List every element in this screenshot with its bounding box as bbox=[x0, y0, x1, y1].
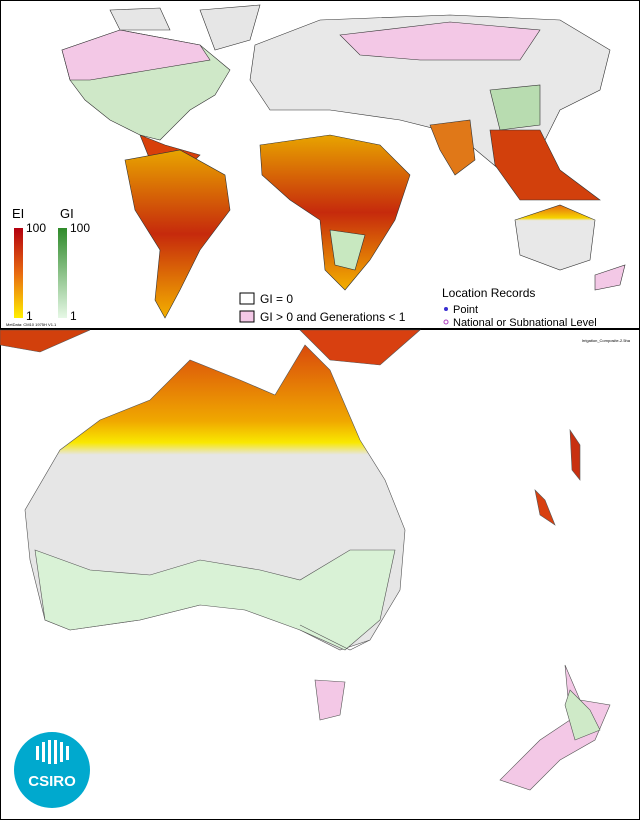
australia-map bbox=[0, 329, 611, 791]
category-swatch bbox=[239, 310, 255, 323]
point-symbol bbox=[444, 307, 448, 311]
logo-circle bbox=[14, 732, 90, 808]
ei-max: 100 bbox=[26, 221, 46, 235]
logo-text: CSIRO bbox=[28, 773, 76, 790]
records-item: Point bbox=[453, 304, 478, 316]
gi-legend-title: GI bbox=[60, 206, 74, 221]
ei-color-bar bbox=[14, 228, 23, 318]
category-swatch bbox=[239, 292, 255, 305]
file-label: Irrigation_Composite-2.5ha bbox=[582, 338, 631, 343]
ei-min: 1 bbox=[26, 309, 33, 323]
category-label: GI > 0 and Generations < 1 bbox=[260, 310, 406, 324]
level-symbol bbox=[443, 319, 449, 325]
records-item: National or Subnational Level bbox=[453, 317, 597, 329]
gi-min: 1 bbox=[70, 309, 77, 323]
world-map bbox=[61, 4, 626, 319]
metadata: MetData: CM10 1975H V1.1 bbox=[6, 322, 57, 327]
gi-max: 100 bbox=[70, 221, 90, 235]
records-title: Location Records bbox=[442, 286, 535, 300]
category-label: GI = 0 bbox=[260, 292, 293, 306]
ei-legend-title: EI bbox=[12, 206, 24, 221]
csiro-logo: CSIRO bbox=[14, 732, 90, 808]
gi-color-bar bbox=[58, 228, 67, 318]
